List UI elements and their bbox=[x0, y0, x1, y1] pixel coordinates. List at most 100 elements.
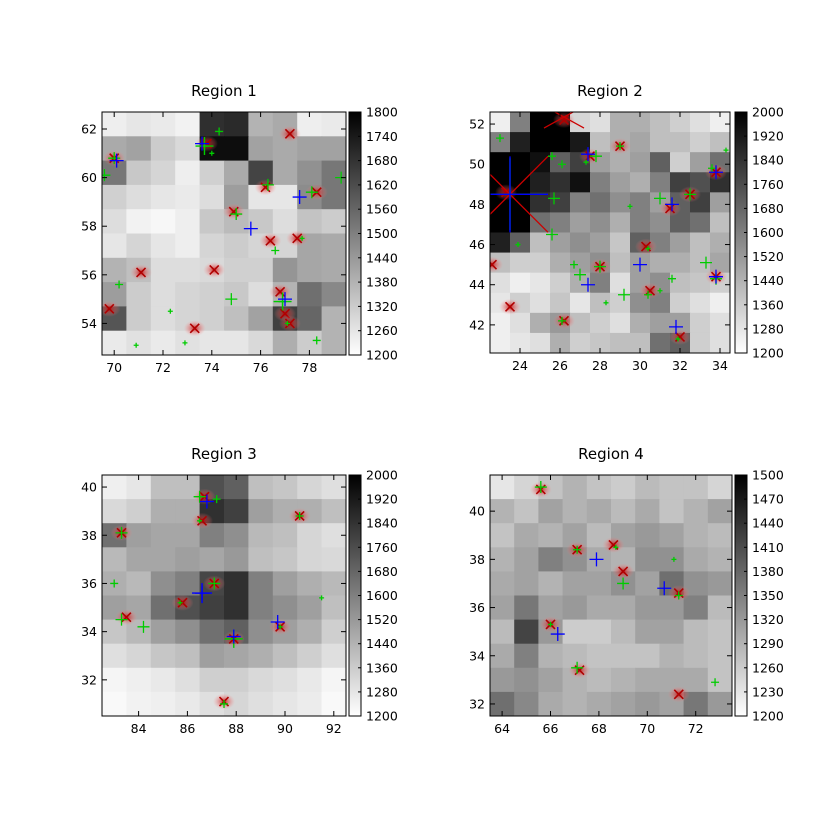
heatmap-cell bbox=[224, 112, 249, 137]
x-tick-label: 24 bbox=[512, 358, 528, 373]
x-tick-label: 30 bbox=[632, 358, 648, 373]
colorbar-tick-label: 1600 bbox=[366, 588, 398, 603]
heatmap-cell bbox=[248, 475, 274, 500]
heatmap-cell bbox=[562, 595, 588, 621]
heatmap-cell bbox=[199, 184, 225, 210]
heatmap-cell bbox=[272, 330, 298, 355]
heatmap-cell bbox=[570, 232, 591, 254]
source-cross bbox=[265, 235, 276, 246]
colorbar-tick-label: 1680 bbox=[752, 201, 784, 216]
heatmap-cell bbox=[272, 595, 298, 621]
heatmap-cell bbox=[150, 257, 176, 283]
heatmap-cell bbox=[224, 523, 249, 548]
green-detection bbox=[671, 556, 677, 562]
heatmap-cell bbox=[650, 212, 671, 234]
heatmap-cell bbox=[297, 595, 323, 621]
y-tick-label: 32 bbox=[81, 672, 97, 687]
green-detection bbox=[700, 256, 712, 269]
heatmap-cell bbox=[514, 691, 539, 716]
heatmap-cell bbox=[690, 112, 711, 133]
x-tick-label: 72 bbox=[155, 360, 171, 375]
heatmap-cell bbox=[224, 233, 249, 259]
heatmap-cell bbox=[670, 292, 691, 314]
heatmap-cell bbox=[272, 523, 298, 548]
heatmap-cell bbox=[650, 172, 671, 193]
heatmap-cell bbox=[650, 132, 671, 153]
blue-detection bbox=[243, 221, 258, 236]
heatmap-cell bbox=[550, 132, 571, 153]
heatmap-cell bbox=[490, 132, 511, 153]
heatmap-cell bbox=[590, 172, 611, 193]
heatmap-cell bbox=[710, 292, 730, 314]
heatmap-cell bbox=[570, 312, 591, 334]
heatmap-cell bbox=[611, 595, 636, 621]
heatmap-cell bbox=[126, 667, 152, 693]
green-detection bbox=[711, 678, 720, 687]
colorbar-tick-label: 1200 bbox=[366, 348, 398, 363]
source-cross bbox=[490, 259, 498, 270]
heatmap-cell bbox=[530, 312, 551, 334]
heatmap-cell bbox=[297, 282, 323, 307]
colorbar-tick-label: 1440 bbox=[752, 273, 784, 288]
x-tick-label: 70 bbox=[639, 721, 655, 736]
y-tick-label: 36 bbox=[81, 576, 97, 591]
heatmap-cell bbox=[248, 619, 274, 645]
heatmap-cell bbox=[297, 136, 323, 162]
blue-detection bbox=[709, 165, 723, 180]
y-tick-label: 42 bbox=[469, 317, 485, 332]
heatmap-cell bbox=[510, 332, 531, 353]
colorbar-tick-label: 1840 bbox=[366, 516, 398, 531]
source-cross bbox=[664, 203, 676, 214]
heatmap-cell bbox=[590, 212, 611, 234]
green-detection bbox=[110, 579, 119, 588]
heatmap-cell bbox=[530, 272, 551, 294]
heatmap-cell bbox=[126, 184, 152, 210]
heatmap-cell bbox=[710, 192, 730, 214]
heatmap-cell bbox=[199, 595, 225, 621]
heatmap-cell bbox=[670, 212, 691, 234]
heatmap-cell bbox=[590, 132, 611, 153]
heatmap-cell bbox=[586, 643, 612, 669]
heatmap-cell bbox=[530, 132, 551, 153]
heatmap-cell bbox=[248, 257, 274, 283]
heatmap-cell bbox=[650, 252, 671, 274]
heatmap-cell bbox=[150, 523, 176, 548]
source-cross bbox=[292, 233, 303, 244]
heatmap-cell bbox=[102, 257, 127, 283]
colorbar-tick-label: 1800 bbox=[366, 105, 398, 120]
heatmap-cell bbox=[659, 499, 685, 524]
source-cross bbox=[640, 241, 652, 252]
heatmap-cell bbox=[610, 272, 631, 294]
heatmap-cell bbox=[659, 643, 685, 669]
green-detection bbox=[570, 260, 578, 269]
green-detection bbox=[708, 164, 716, 173]
x-tick-label: 66 bbox=[543, 721, 559, 736]
heatmap-cell bbox=[150, 475, 176, 500]
green-detection bbox=[574, 268, 586, 281]
heatmap-cell bbox=[490, 571, 515, 597]
heatmap-cell bbox=[175, 643, 201, 669]
heatmap-cell bbox=[710, 212, 730, 234]
heatmap-cell bbox=[248, 306, 274, 332]
x-tick-label: 84 bbox=[131, 721, 147, 736]
heatmap-cell bbox=[550, 332, 571, 353]
heatmap-cell bbox=[248, 571, 274, 597]
colorbar-tick-label: 1320 bbox=[366, 299, 398, 314]
heatmap-cell bbox=[175, 233, 201, 259]
heatmap-cell bbox=[611, 499, 636, 524]
y-tick-label: 38 bbox=[469, 552, 485, 567]
heatmap-cell bbox=[635, 643, 660, 669]
green-detection bbox=[627, 203, 633, 209]
heatmap-cell bbox=[297, 571, 323, 597]
heatmap-cell bbox=[610, 332, 631, 353]
heatmap-cell bbox=[150, 595, 176, 621]
heatmap-cell bbox=[297, 160, 323, 186]
source-cross bbox=[673, 689, 684, 700]
heatmap-cell bbox=[102, 184, 127, 210]
heatmap-cell bbox=[530, 332, 551, 353]
heatmap-cell bbox=[150, 547, 176, 572]
heatmap-cell bbox=[126, 112, 152, 137]
heatmap-cell bbox=[490, 667, 515, 693]
heatmap-cell bbox=[610, 292, 631, 314]
heatmap-cell bbox=[126, 330, 152, 355]
